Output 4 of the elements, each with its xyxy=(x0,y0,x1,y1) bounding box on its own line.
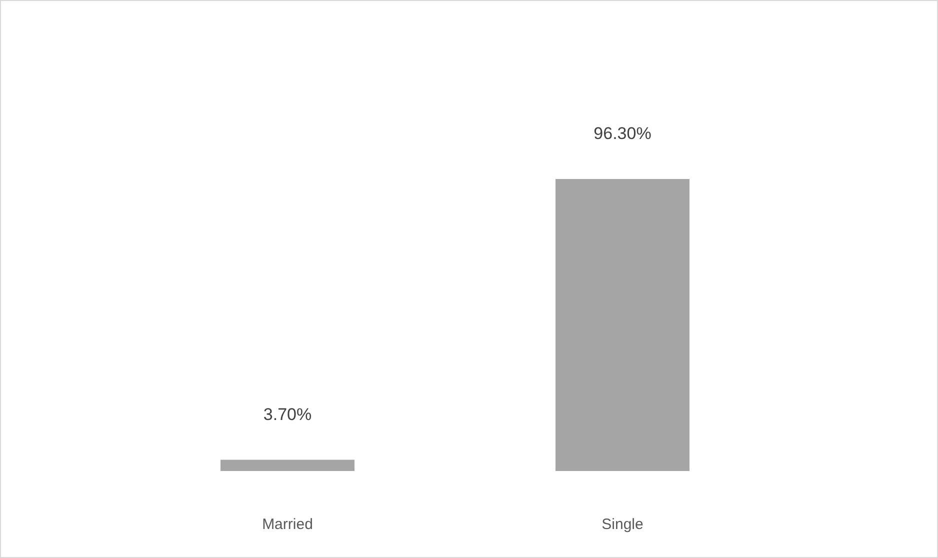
data-label: 3.70% xyxy=(263,404,312,424)
x-tick-label: Single xyxy=(602,516,644,533)
data-label: 96.30% xyxy=(594,124,652,143)
x-tick-label: Married xyxy=(262,516,313,533)
